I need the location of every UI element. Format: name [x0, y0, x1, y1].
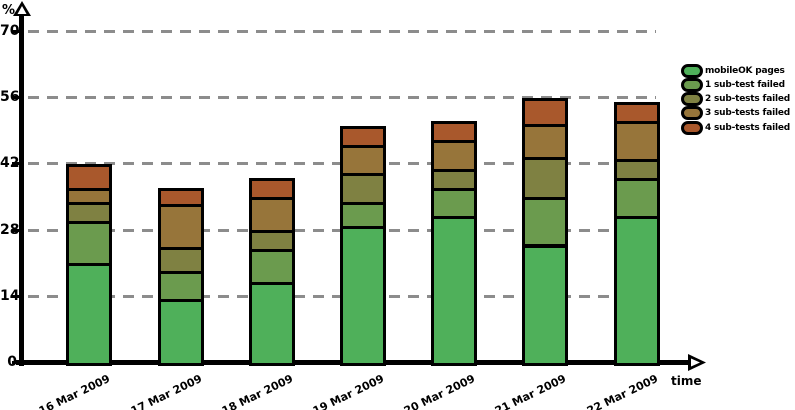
bar-segment	[431, 216, 477, 366]
bar-segment	[66, 201, 112, 224]
y-axis	[19, 10, 24, 366]
bar-segment	[431, 187, 477, 220]
bar-segment	[158, 187, 204, 208]
y-tick	[12, 30, 20, 33]
bar-segment	[249, 197, 295, 234]
y-tick	[12, 295, 20, 298]
bar-segment	[249, 282, 295, 366]
bar-segment	[522, 244, 568, 366]
y-tick-label: 14	[0, 288, 20, 304]
legend-label: 3 sub-tests failed	[705, 108, 790, 119]
legend-label: mobileOK pages	[705, 65, 785, 76]
bar-segment	[614, 159, 660, 182]
y-tick-label: 56	[0, 89, 20, 105]
bar-segment	[66, 263, 112, 366]
x-tick-label: 18 Mar 2009	[219, 372, 295, 410]
y-axis-unit-label: %	[2, 3, 16, 18]
bar-segment	[340, 126, 386, 148]
y-tick	[12, 96, 20, 99]
bar-segment	[431, 121, 477, 144]
bar-segment	[158, 299, 204, 366]
legend-item: 4 sub-tests failed	[681, 120, 790, 135]
bar-segment	[249, 249, 295, 286]
legend-item: mobileOK pages	[681, 63, 785, 78]
y-tick-label: 0	[7, 354, 17, 370]
bar-segment	[340, 201, 386, 229]
bar-segment	[340, 144, 386, 177]
bar-segment	[614, 178, 660, 220]
bar-segment	[340, 225, 386, 366]
y-tick	[12, 229, 20, 232]
bar-segment	[522, 123, 568, 160]
legend-item: 3 sub-tests failed	[681, 106, 790, 121]
bar-segment	[66, 163, 112, 191]
bar-segment	[158, 246, 204, 274]
x-tick-label: 20 Mar 2009	[401, 372, 477, 410]
y-tick-label: 70	[0, 23, 20, 39]
x-tick-label: 21 Mar 2009	[492, 372, 568, 410]
bar-segment	[614, 102, 660, 125]
bar-segment	[340, 173, 386, 205]
bar-segment	[158, 270, 204, 302]
bar-segment	[431, 140, 477, 172]
legend-swatch-4-failed	[681, 120, 703, 135]
bar-segment	[431, 168, 477, 191]
gridline-56	[28, 96, 656, 99]
x-tick-label: 22 Mar 2009	[584, 372, 660, 410]
legend-swatch-2-failed	[681, 92, 703, 107]
legend-item: 2 sub-tests failed	[681, 92, 790, 107]
bar-segment	[522, 197, 568, 248]
bar-segment	[614, 216, 660, 366]
y-tick-label: 42	[0, 155, 20, 171]
y-tick	[12, 361, 20, 364]
legend-swatch-3-failed	[681, 106, 703, 121]
x-axis-arrow-icon	[688, 354, 706, 371]
bar-segment	[158, 204, 204, 250]
y-tick-label: 28	[0, 222, 20, 238]
bar-segment	[522, 156, 568, 201]
bar-segment	[522, 97, 568, 127]
legend-label: 1 sub-test failed	[705, 79, 785, 90]
x-tick-label: 16 Mar 2009	[36, 372, 112, 410]
bar-segment	[249, 178, 295, 201]
bar-segment	[614, 121, 660, 163]
x-tick-label: 17 Mar 2009	[128, 372, 204, 410]
legend-swatch-mobileok	[681, 63, 703, 78]
bar-segment	[249, 230, 295, 253]
x-axis-unit-label: time	[671, 374, 702, 388]
bar-segment	[66, 220, 112, 267]
legend-item: 1 sub-test failed	[681, 77, 785, 92]
y-axis-arrow-icon	[13, 1, 31, 16]
x-tick-label: 19 Mar 2009	[310, 372, 386, 410]
y-tick	[12, 162, 20, 165]
legend-label: 2 sub-tests failed	[705, 94, 790, 105]
legend-swatch-1-failed	[681, 77, 703, 92]
gridline-70	[28, 30, 656, 33]
legend-label: 4 sub-tests failed	[705, 122, 790, 133]
